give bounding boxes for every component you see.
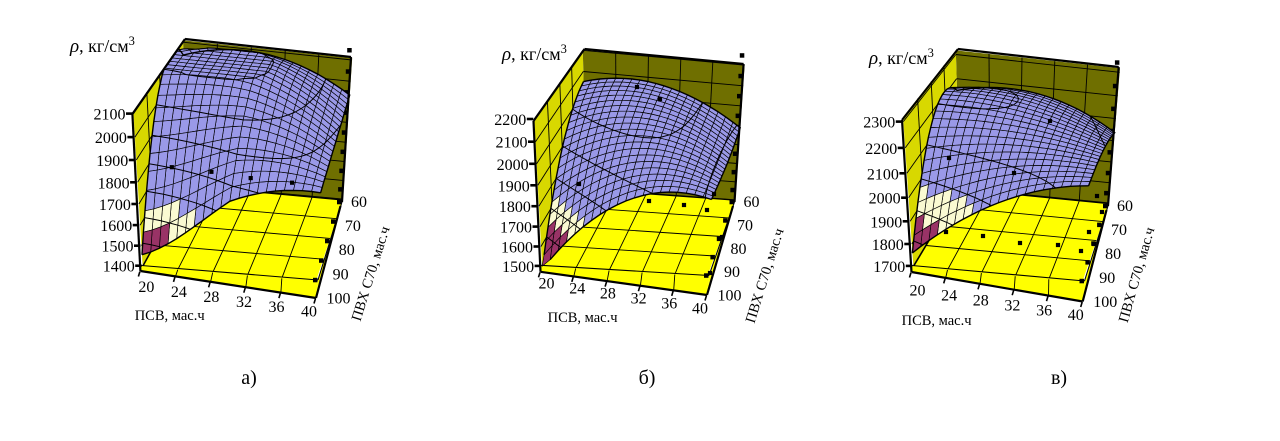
svg-text:1800: 1800 <box>499 199 531 216</box>
svg-text:32: 32 <box>236 294 252 311</box>
svg-text:2300: 2300 <box>863 115 895 132</box>
svg-text:2000: 2000 <box>869 191 901 208</box>
svg-text:60: 60 <box>744 194 760 211</box>
svg-text:1500: 1500 <box>102 239 134 256</box>
svg-text:90: 90 <box>724 264 740 281</box>
svg-text:70: 70 <box>1111 222 1127 239</box>
svg-text:ρ, кг/см3: ρ, кг/см3 <box>69 34 135 57</box>
svg-text:2000: 2000 <box>497 157 529 174</box>
svg-text:ПСВ, мас.ч: ПСВ, мас.ч <box>902 313 972 329</box>
svg-text:1800: 1800 <box>872 237 904 254</box>
svg-text:80: 80 <box>1105 246 1121 263</box>
svg-text:40: 40 <box>301 304 317 321</box>
svg-text:1400: 1400 <box>103 259 135 276</box>
svg-text:ПСВ, мас.ч: ПСВ, мас.ч <box>548 310 618 326</box>
svg-text:36: 36 <box>661 296 677 313</box>
svg-text:60: 60 <box>1117 198 1133 215</box>
svg-text:1700: 1700 <box>500 220 532 237</box>
svg-text:40: 40 <box>692 301 708 318</box>
svg-text:100: 100 <box>718 288 742 305</box>
svg-text:70: 70 <box>345 218 361 235</box>
svg-text:100: 100 <box>1093 294 1117 311</box>
svg-text:2100: 2100 <box>94 107 126 124</box>
svg-text:ПСВ, мас.ч: ПСВ, мас.ч <box>135 308 205 324</box>
svg-text:28: 28 <box>600 286 616 303</box>
svg-text:ρ, кг/см3: ρ, кг/см3 <box>868 46 934 69</box>
svg-text:1700: 1700 <box>99 197 131 214</box>
svg-text:20: 20 <box>910 283 926 300</box>
svg-text:32: 32 <box>631 291 647 308</box>
svg-text:2200: 2200 <box>865 141 897 158</box>
svg-text:1900: 1900 <box>96 153 128 170</box>
svg-text:28: 28 <box>973 292 989 309</box>
svg-text:100: 100 <box>327 291 351 308</box>
svg-text:1800: 1800 <box>98 175 130 192</box>
svg-text:70: 70 <box>737 217 753 234</box>
svg-text:1600: 1600 <box>501 240 533 257</box>
svg-text:80: 80 <box>731 241 747 258</box>
svg-text:20: 20 <box>138 279 154 296</box>
svg-text:20: 20 <box>539 275 555 292</box>
svg-text:1700: 1700 <box>873 259 905 276</box>
svg-text:2100: 2100 <box>867 166 899 183</box>
svg-text:1900: 1900 <box>498 178 530 195</box>
svg-text:2200: 2200 <box>494 112 526 129</box>
svg-text:2100: 2100 <box>496 135 528 152</box>
svg-text:36: 36 <box>269 299 285 316</box>
svg-text:а): а) <box>241 367 257 389</box>
svg-text:80: 80 <box>339 242 355 259</box>
svg-text:60: 60 <box>351 194 367 211</box>
svg-text:40: 40 <box>1068 307 1084 324</box>
svg-text:32: 32 <box>1004 297 1020 314</box>
svg-text:90: 90 <box>333 266 349 283</box>
svg-text:24: 24 <box>941 287 957 304</box>
svg-text:28: 28 <box>203 289 219 306</box>
svg-text:б): б) <box>639 367 656 389</box>
svg-text:1900: 1900 <box>870 214 902 231</box>
svg-text:24: 24 <box>171 284 187 301</box>
svg-text:24: 24 <box>569 280 585 297</box>
svg-text:36: 36 <box>1036 302 1052 319</box>
svg-text:в): в) <box>1051 367 1067 389</box>
svg-text:1600: 1600 <box>100 218 132 235</box>
svg-text:ρ, кг/см3: ρ, кг/см3 <box>501 42 567 65</box>
svg-text:2000: 2000 <box>95 130 127 147</box>
svg-text:90: 90 <box>1099 270 1115 287</box>
svg-text:1500: 1500 <box>502 259 534 276</box>
